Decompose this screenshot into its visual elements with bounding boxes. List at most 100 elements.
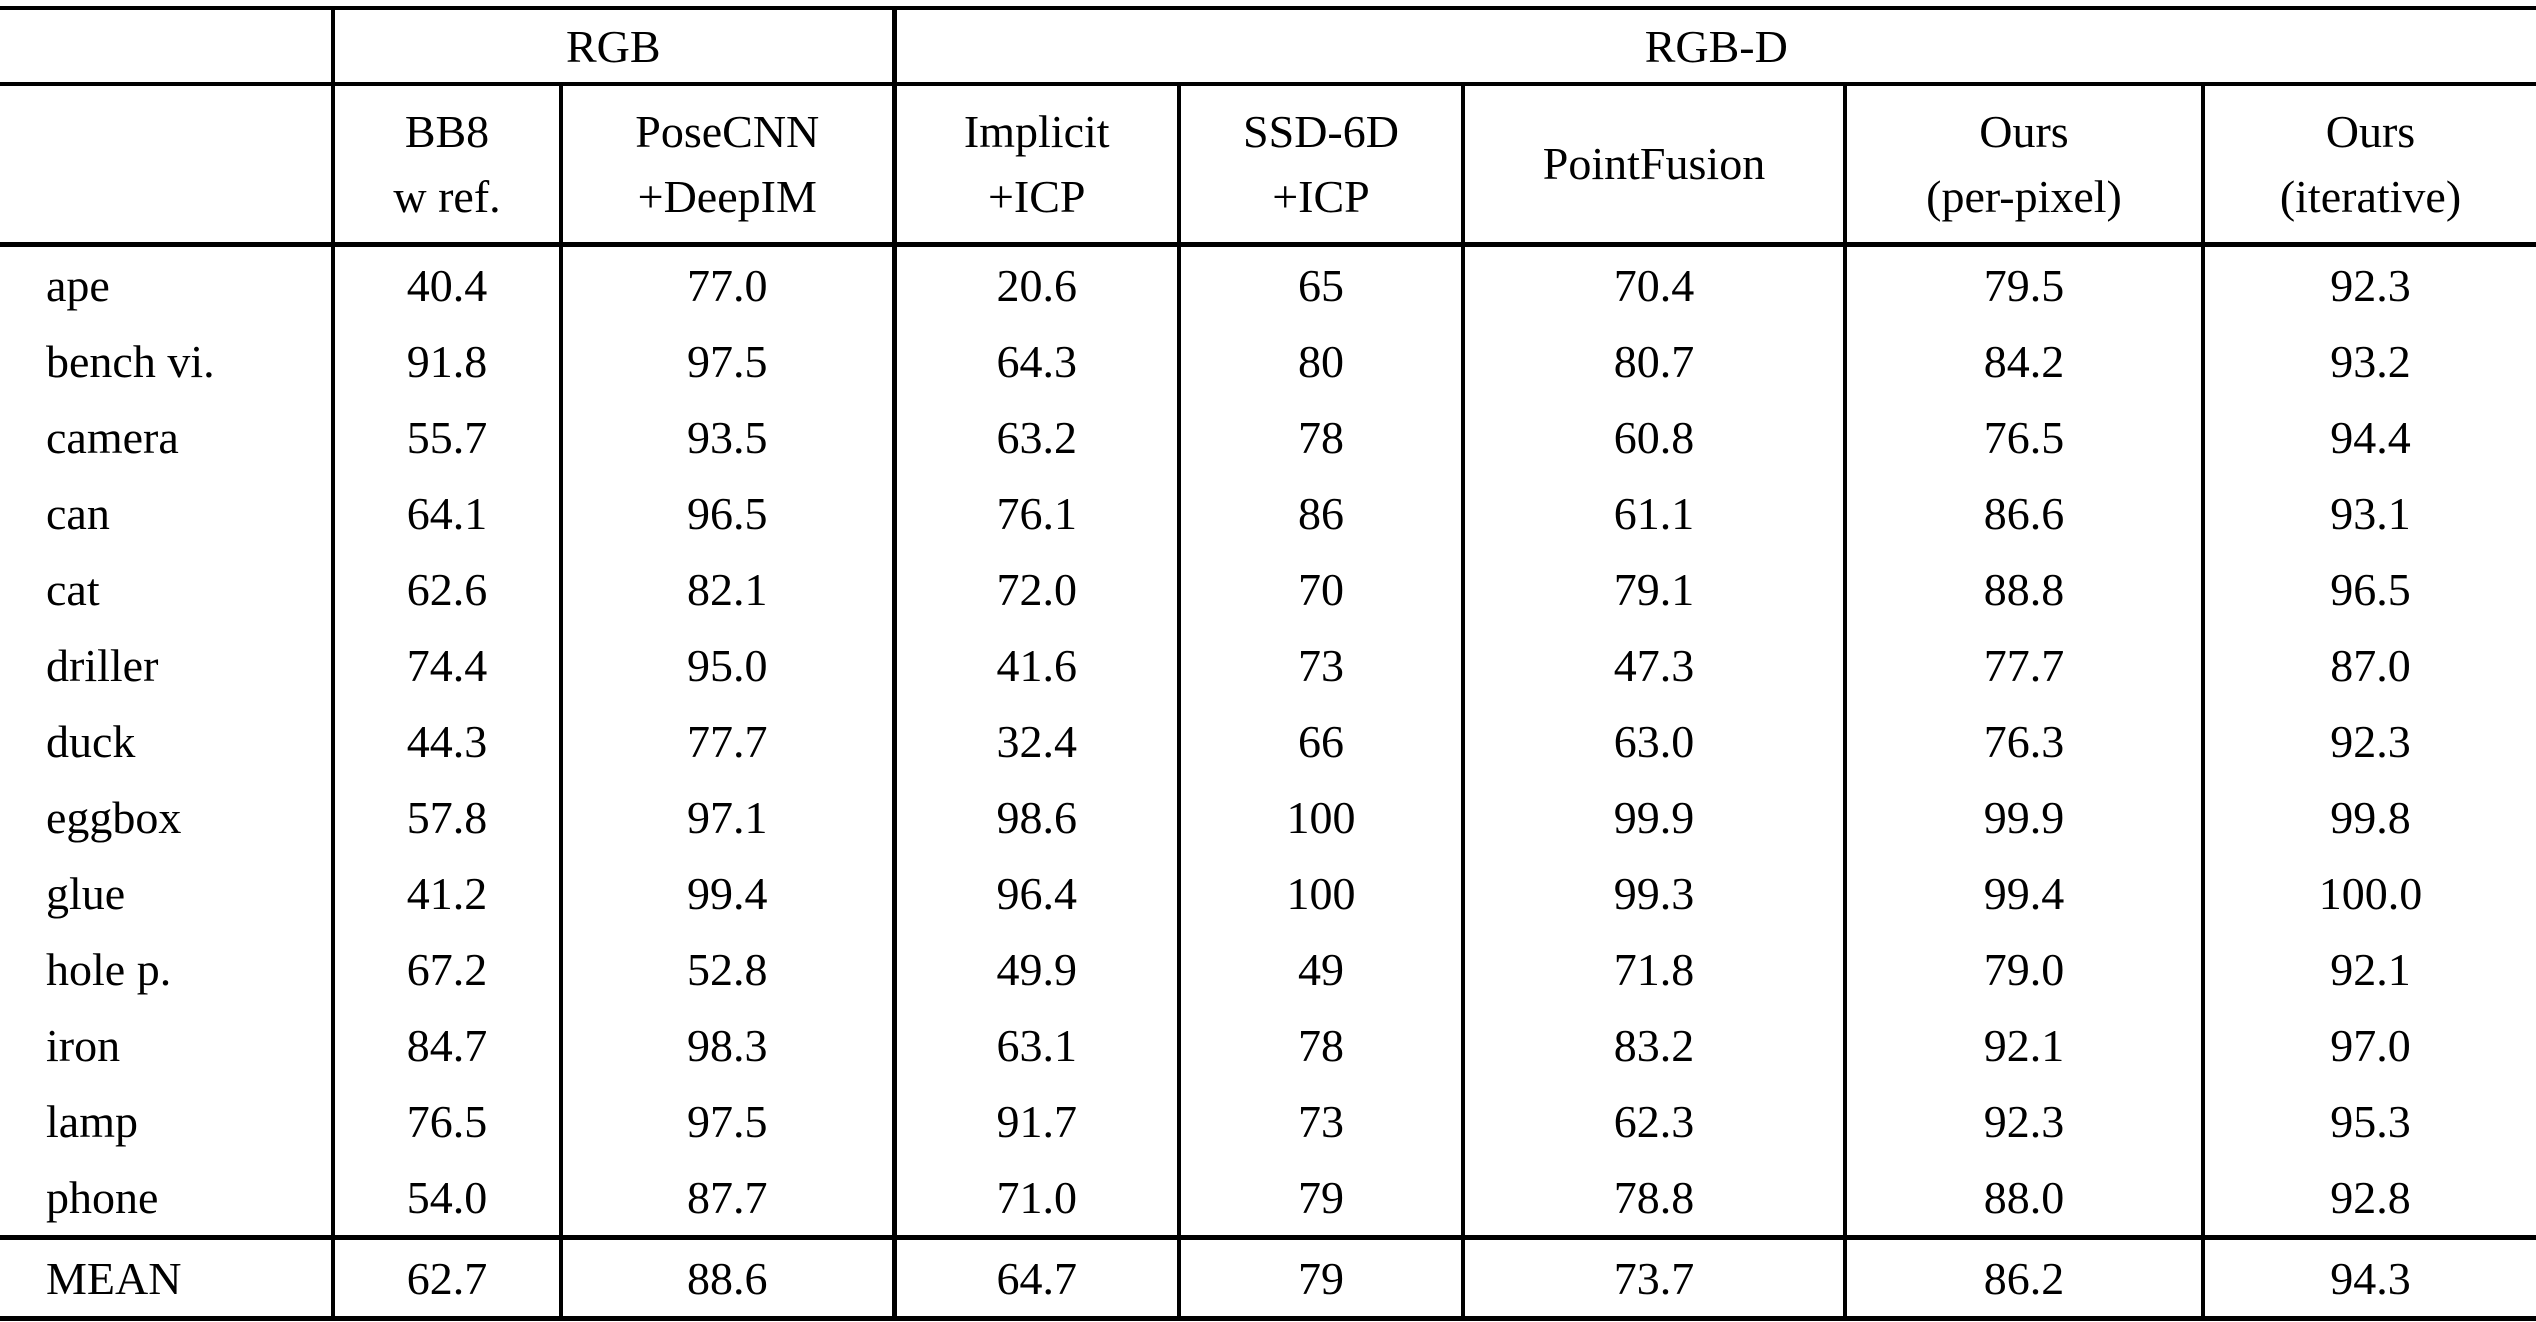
value-cell: 96.5 bbox=[2330, 563, 2411, 615]
value-cell: 65 bbox=[1179, 244, 1465, 323]
value-cell: 47.3 bbox=[1463, 627, 1847, 703]
col-header-line2: w ref. bbox=[393, 171, 501, 222]
col-header-implicit-icp: Implicit +ICP bbox=[894, 84, 1181, 247]
value-cell: 66 bbox=[1179, 703, 1465, 779]
row-label: iron bbox=[0, 1007, 335, 1083]
value-cell: 78.8 bbox=[1463, 1159, 1847, 1238]
value-cell: 100.0 bbox=[2318, 867, 2423, 919]
value-cell: 84.7 bbox=[333, 1007, 563, 1083]
table-row: iron 84.7 98.3 63.1 78 83.2 92.1 97.0 bbox=[0, 1007, 2536, 1083]
value-cell: 74.4 bbox=[333, 627, 563, 703]
col-header-line1: SSD-6D bbox=[1243, 105, 1399, 157]
value-cell: 79 bbox=[1179, 1235, 1465, 1321]
table-row: camera 55.7 93.5 63.2 78 60.8 76.5 94.4 bbox=[0, 399, 2536, 475]
value-cell: 91.8 bbox=[333, 323, 563, 399]
value-cell: 86 bbox=[1179, 475, 1465, 551]
row-label: bench vi. bbox=[0, 323, 335, 399]
col-header-line1: Implicit bbox=[963, 105, 1110, 157]
value-cell: 97.5 bbox=[561, 323, 897, 399]
col-header-line1: PointFusion bbox=[1542, 138, 1766, 190]
value-cell: 61.1 bbox=[1463, 475, 1847, 551]
row-label: eggbox bbox=[0, 779, 335, 855]
value-cell: 92.3 bbox=[1845, 1083, 2205, 1159]
value-cell: 92.8 bbox=[2330, 1171, 2411, 1223]
row-label: MEAN bbox=[0, 1235, 335, 1321]
corner-cell bbox=[0, 84, 335, 247]
value-cell: 71.8 bbox=[1463, 931, 1847, 1007]
value-cell: 57.8 bbox=[333, 779, 563, 855]
value-cell: 84.2 bbox=[1845, 323, 2205, 399]
value-cell: 92.3 bbox=[2330, 715, 2411, 767]
value-cell: 64.1 bbox=[333, 475, 563, 551]
value-cell: 76.3 bbox=[1845, 703, 2205, 779]
value-cell: 94.3 bbox=[2203, 1235, 2536, 1321]
col-header-line1: BB8 bbox=[404, 105, 490, 157]
col-header-pointfusion: PointFusion bbox=[1463, 84, 1847, 247]
value-cell: 86.6 bbox=[1845, 475, 2205, 551]
value-cell: 100 bbox=[1179, 779, 1465, 855]
value-cell: 71.0 bbox=[894, 1159, 1181, 1238]
value-cell: 91.7 bbox=[894, 1083, 1181, 1159]
value-cell: 80 bbox=[1179, 323, 1465, 399]
value-cell: 77.7 bbox=[561, 703, 897, 779]
col-header-posecnn-deepim: PoseCNN +DeepIM bbox=[561, 84, 897, 247]
value-cell: 73.7 bbox=[1463, 1235, 1847, 1321]
value-cell: 70.4 bbox=[1463, 244, 1847, 323]
table-row: eggbox 57.8 97.1 98.6 100 99.9 99.9 99.8 bbox=[0, 779, 2536, 855]
value-cell: 40.4 bbox=[333, 244, 563, 323]
value-cell: 87.0 bbox=[2330, 639, 2411, 691]
col-header-line2: +ICP bbox=[987, 171, 1086, 222]
mean-row: MEAN 62.7 88.6 64.7 79 73.7 86.2 94.3 bbox=[0, 1235, 2536, 1321]
value-cell: 92.1 bbox=[1845, 1007, 2205, 1083]
value-cell: 49.9 bbox=[894, 931, 1181, 1007]
table-row: cat 62.6 82.1 72.0 70 79.1 88.8 96.5 bbox=[0, 551, 2536, 627]
value-cell: 77.7 bbox=[1845, 627, 2205, 703]
row-label: hole p. bbox=[0, 931, 335, 1007]
group-header-rgb: RGB bbox=[333, 6, 897, 86]
value-cell: 92.1 bbox=[2330, 943, 2411, 995]
table-row: ape 40.4 77.0 20.6 65 70.4 79.5 92.3 bbox=[0, 244, 2536, 323]
value-cell: 93.2 bbox=[2330, 335, 2411, 387]
group-header-row: RGB RGB-D bbox=[0, 6, 2536, 86]
value-cell: 86.2 bbox=[1845, 1235, 2205, 1321]
value-cell: 73 bbox=[1179, 627, 1465, 703]
value-cell: 20.6 bbox=[894, 244, 1181, 323]
value-cell: 60.8 bbox=[1463, 399, 1847, 475]
value-cell: 52.8 bbox=[561, 931, 897, 1007]
value-cell: 62.7 bbox=[333, 1235, 563, 1321]
col-header-line2: +ICP bbox=[1272, 171, 1370, 222]
value-cell: 76.1 bbox=[894, 475, 1181, 551]
value-cell: 79.5 bbox=[1845, 244, 2205, 323]
value-cell: 55.7 bbox=[333, 399, 563, 475]
value-cell: 98.6 bbox=[894, 779, 1181, 855]
col-header-line2: +DeepIM bbox=[637, 171, 817, 222]
value-cell: 99.4 bbox=[561, 855, 897, 931]
value-cell: 32.4 bbox=[894, 703, 1181, 779]
value-cell: 94.4 bbox=[2330, 411, 2411, 463]
value-cell: 54.0 bbox=[333, 1159, 563, 1238]
value-cell: 63.1 bbox=[894, 1007, 1181, 1083]
table-row: driller 74.4 95.0 41.6 73 47.3 77.7 87.0 bbox=[0, 627, 2536, 703]
col-header-ours-iterative: Ours (iterative) bbox=[2203, 84, 2536, 247]
value-cell: 44.3 bbox=[333, 703, 563, 779]
value-cell: 99.3 bbox=[1463, 855, 1847, 931]
col-header-line2: (iterative) bbox=[2279, 171, 2462, 222]
value-cell: 64.7 bbox=[894, 1235, 1181, 1321]
value-cell: 77.0 bbox=[561, 244, 897, 323]
value-cell: 87.7 bbox=[561, 1159, 897, 1238]
col-header-line1: Ours bbox=[1979, 105, 2069, 157]
value-cell: 99.9 bbox=[1463, 779, 1847, 855]
value-cell: 79 bbox=[1179, 1159, 1465, 1238]
table-row: can 64.1 96.5 76.1 86 61.1 86.6 93.1 bbox=[0, 475, 2536, 551]
value-cell: 96.5 bbox=[561, 475, 897, 551]
col-header-bb8: BB8 w ref. bbox=[333, 84, 563, 247]
col-header-line1: Ours bbox=[2325, 105, 2416, 157]
table-row: lamp 76.5 97.5 91.7 73 62.3 92.3 95.3 bbox=[0, 1083, 2536, 1159]
value-cell: 97.0 bbox=[2330, 1019, 2411, 1071]
value-cell: 96.4 bbox=[894, 855, 1181, 931]
value-cell: 99.8 bbox=[2330, 791, 2411, 843]
value-cell: 98.3 bbox=[561, 1007, 897, 1083]
row-label: driller bbox=[0, 627, 335, 703]
table-row: phone 54.0 87.7 71.0 79 78.8 88.0 92.8 bbox=[0, 1159, 2536, 1238]
value-cell: 78 bbox=[1179, 399, 1465, 475]
